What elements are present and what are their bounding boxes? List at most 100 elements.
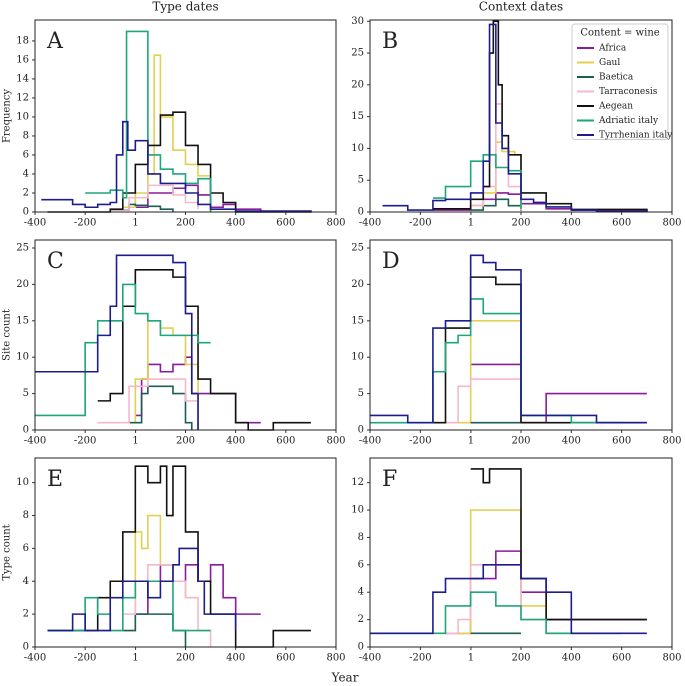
- step-line: [97, 564, 212, 647]
- y-tick-label: 8: [23, 130, 29, 141]
- y-tick-label: 2: [23, 187, 29, 198]
- step-line: [47, 547, 237, 632]
- x-tick-label: -400: [359, 653, 381, 664]
- x-tick-label: 600: [276, 218, 295, 229]
- step-line: [129, 385, 193, 430]
- x-tick-label: -200: [74, 436, 96, 447]
- y-tick-label: 10: [351, 143, 364, 154]
- y-tick-label: 30: [351, 16, 364, 27]
- y-tick-label: 4: [23, 168, 29, 179]
- step-line: [97, 269, 311, 431]
- x-tick-label: 600: [612, 436, 631, 447]
- x-tick-label: 200: [176, 653, 195, 664]
- y-tick-label: 15: [351, 315, 364, 326]
- x-tick-label: 400: [226, 218, 245, 229]
- panel-label: C: [47, 249, 64, 274]
- y-tick-label: 0: [23, 642, 29, 653]
- x-tick-label: -200: [74, 653, 96, 664]
- legend-label: Tarraconesis: [599, 87, 658, 97]
- x-tick-label: 400: [562, 653, 581, 664]
- step-line: [35, 254, 199, 430]
- plot-frame: [34, 457, 337, 648]
- panel: -400 -200 1 200 400 600 800 0 2 4 6 8 10 12 14 16 18 A Typ…: [2, 0, 346, 229]
- y-tick-label: 4: [23, 576, 29, 587]
- plot-frame: [369, 457, 673, 648]
- x-tick-label: 200: [511, 218, 530, 229]
- x-tick-label: 200: [176, 436, 195, 447]
- y-tick-label: 12: [16, 92, 29, 103]
- x-tick-label: 1: [468, 218, 474, 229]
- y-tick-label: 10: [351, 352, 364, 363]
- panel-label: D: [382, 249, 400, 274]
- legend-title: Content = wine: [580, 28, 659, 39]
- y-tick-label: 10: [16, 477, 29, 488]
- step-line: [432, 320, 547, 424]
- plot-frame: [34, 19, 337, 213]
- step-line: [370, 298, 622, 424]
- y-tick-label: 5: [23, 388, 29, 399]
- x-tick-label: 800: [326, 653, 345, 664]
- y-tick-label: 16: [16, 54, 29, 65]
- x-tick-label: -400: [24, 436, 46, 447]
- plot-frame: [34, 239, 337, 431]
- legend-label: Adriatic italy: [598, 116, 659, 126]
- x-tick-label: -200: [409, 218, 431, 229]
- legend: Content = wine Africa Gaul Baetica Tarracone…: [571, 23, 673, 141]
- y-tick-label: 20: [351, 79, 364, 90]
- y-tick-label: 20: [351, 279, 364, 290]
- column-title: Context dates: [479, 0, 563, 14]
- step-line: [432, 276, 647, 424]
- y-tick-label: 18: [16, 35, 29, 46]
- y-tick-label: 0: [358, 642, 364, 653]
- x-tick-label: -200: [409, 653, 431, 664]
- x-tick-label: 600: [276, 436, 295, 447]
- y-tick-label: 14: [16, 73, 29, 84]
- x-tick-label: 400: [226, 436, 245, 447]
- y-axis-label: Type count: [2, 524, 13, 580]
- legend-label: Aegean: [598, 102, 633, 112]
- step-line: [122, 54, 211, 209]
- panel: -400 -200 1 200 400 600 800 0 2 4 6 8 10 12 F: [351, 457, 682, 664]
- y-tick-label: 4: [358, 587, 364, 598]
- x-tick-label: 1: [132, 218, 138, 229]
- x-tick-label: 1: [468, 436, 474, 447]
- y-tick-label: 15: [351, 111, 364, 122]
- step-line: [370, 564, 647, 635]
- y-tick-label: 0: [23, 425, 29, 436]
- step-line: [470, 198, 522, 211]
- y-tick-label: 15: [16, 315, 29, 326]
- panel-label: E: [47, 467, 63, 492]
- y-tick-label: 5: [358, 175, 364, 186]
- x-axis-label: Year: [331, 671, 359, 685]
- x-tick-label: 800: [662, 218, 681, 229]
- plot-frame: [369, 239, 673, 431]
- y-tick-label: 6: [358, 559, 364, 570]
- x-tick-label: 1: [132, 653, 138, 664]
- x-tick-label: 400: [562, 218, 581, 229]
- step-line: [85, 30, 212, 212]
- x-tick-label: 600: [612, 218, 631, 229]
- panel-label: A: [46, 29, 64, 54]
- step-line: [110, 184, 199, 211]
- x-tick-label: 1: [468, 653, 474, 664]
- x-tick-label: 800: [662, 653, 681, 664]
- y-tick-label: 10: [16, 111, 29, 122]
- y-tick-label: 10: [16, 352, 29, 363]
- x-tick-label: -200: [409, 436, 431, 447]
- x-tick-label: 600: [276, 653, 295, 664]
- legend-label: Gaul: [599, 58, 620, 68]
- step-line: [370, 254, 647, 424]
- step-line: [122, 320, 199, 430]
- y-tick-label: 0: [358, 207, 364, 218]
- panel: -400 -200 1 200 400 600 800 0 5 10 15 20 25 D: [351, 239, 682, 447]
- panel-label: B: [382, 29, 398, 54]
- y-tick-label: 25: [351, 243, 364, 254]
- step-line: [370, 591, 622, 635]
- x-tick-label: 200: [176, 218, 195, 229]
- y-tick-label: 6: [23, 543, 29, 554]
- x-tick-label: 800: [326, 436, 345, 447]
- column-title: Type dates: [152, 0, 218, 14]
- x-tick-label: -400: [359, 218, 381, 229]
- legend-box: [571, 23, 669, 140]
